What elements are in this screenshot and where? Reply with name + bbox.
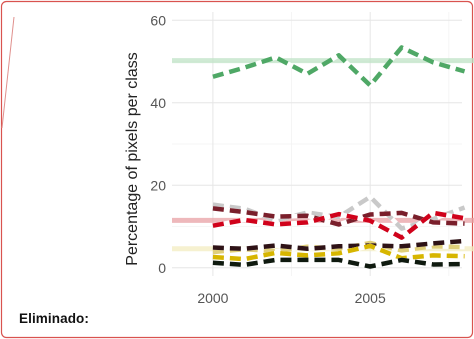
y-axis-title: Percentage of pixels per class (124, 52, 141, 265)
tick-labels: 0 20 40 60 2000 2005 (150, 12, 386, 306)
y-tick-label: 20 (150, 177, 166, 193)
chart-series (212, 45, 466, 269)
x-tick-label: 2000 (197, 290, 228, 306)
series-line (212, 45, 466, 88)
comment-connector-line (1, 16, 15, 129)
y-tick-label: 40 (150, 95, 166, 111)
y-tick-label: 60 (150, 12, 166, 28)
deleted-label: Eliminado: (19, 311, 90, 326)
y-tick-label: 0 (158, 260, 166, 276)
x-tick-label: 2005 (355, 290, 386, 306)
chart-grid (172, 12, 462, 276)
